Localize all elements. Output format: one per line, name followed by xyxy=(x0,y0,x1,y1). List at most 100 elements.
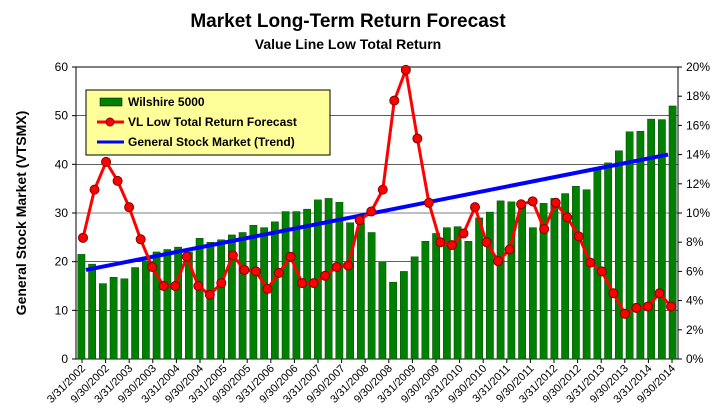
bar xyxy=(174,246,182,360)
bar xyxy=(550,198,559,360)
bar xyxy=(464,241,473,360)
forecast-point xyxy=(193,281,204,291)
forecast-point xyxy=(400,64,411,75)
bar xyxy=(271,221,279,360)
bar xyxy=(142,260,150,360)
bar xyxy=(195,238,204,360)
legend-label-forecast: VL Low Total Return Forecast xyxy=(128,115,297,129)
legend-box xyxy=(85,89,331,156)
forecast-point xyxy=(227,250,238,261)
bar xyxy=(529,227,537,360)
forecast-point xyxy=(435,237,446,248)
legend-swatch-forecast-marker xyxy=(105,117,115,127)
bar xyxy=(120,278,129,360)
bar xyxy=(281,211,290,360)
y-left-tick-label: 30 xyxy=(55,206,69,220)
forecast-point xyxy=(619,308,630,319)
forecast-point xyxy=(608,288,619,299)
bar xyxy=(615,150,623,360)
forecast-point xyxy=(147,262,158,273)
bar xyxy=(77,254,86,360)
forecast-point xyxy=(297,278,308,289)
bar xyxy=(561,193,569,360)
bar xyxy=(357,222,365,360)
y-right-tick-label: 0% xyxy=(686,352,704,366)
bar xyxy=(400,271,408,360)
chart-subtitle: Value Line Low Total Return xyxy=(255,36,441,52)
y-left-tick-label: 60 xyxy=(55,60,69,74)
bar xyxy=(658,119,666,360)
bar xyxy=(346,222,354,360)
forecast-point xyxy=(631,302,642,313)
forecast-line xyxy=(81,68,673,316)
forecast-point xyxy=(504,244,515,255)
bar xyxy=(378,261,387,360)
bar xyxy=(131,267,139,360)
bar xyxy=(163,249,172,360)
bar xyxy=(389,281,397,360)
bar xyxy=(625,131,634,360)
forecast-point xyxy=(204,289,215,300)
legend: Wilshire 5000 VL Low Total Return Foreca… xyxy=(85,89,331,156)
bar xyxy=(507,201,516,360)
y-right-tick-label: 4% xyxy=(686,294,704,308)
y-left-tick-label: 40 xyxy=(55,157,69,171)
forecast-point xyxy=(516,199,527,210)
y-right-tick-label: 6% xyxy=(686,264,704,278)
forecast-point xyxy=(354,215,365,226)
bar xyxy=(185,251,193,360)
y-right-tick-label: 14% xyxy=(686,148,710,162)
legend-label-trend: General Stock Market (Trend) xyxy=(128,135,295,149)
forecast-point xyxy=(216,278,227,289)
bar xyxy=(453,226,462,360)
forecast-point xyxy=(585,257,596,268)
forecast-point xyxy=(527,196,538,207)
forecast-point xyxy=(596,266,607,277)
bar xyxy=(109,277,118,360)
forecast-point xyxy=(250,266,261,277)
forecast-point xyxy=(170,281,181,291)
bar xyxy=(539,203,548,360)
bar xyxy=(410,256,419,360)
forecast-point xyxy=(446,240,457,251)
forecast-point xyxy=(343,260,354,271)
forecast-point xyxy=(135,234,146,245)
forecast-point xyxy=(112,175,123,186)
y-left-tick-label: 10 xyxy=(55,303,69,317)
forecast-point xyxy=(366,206,377,217)
forecast-point xyxy=(101,156,112,167)
forecast-point xyxy=(377,184,388,195)
forecast-point xyxy=(562,212,573,223)
bar xyxy=(443,227,451,360)
bar xyxy=(238,232,247,360)
forecast-point xyxy=(331,262,342,273)
bar xyxy=(335,202,344,360)
bar xyxy=(475,217,483,360)
forecast-point xyxy=(158,281,169,291)
forecast-point xyxy=(470,202,480,213)
forecast-point xyxy=(539,224,550,235)
bar xyxy=(99,283,107,360)
bar xyxy=(152,251,161,360)
y-left-tick-label: 50 xyxy=(55,109,69,123)
y-right-tick-label: 10% xyxy=(686,206,710,220)
bar xyxy=(421,241,430,360)
forecast-point xyxy=(308,278,319,289)
forecast-point xyxy=(89,184,100,195)
bar xyxy=(582,189,591,360)
forecast-point xyxy=(654,288,665,299)
forecast-point xyxy=(550,197,561,208)
bar xyxy=(636,131,645,360)
y-right-tick-label: 2% xyxy=(686,323,704,337)
bar xyxy=(367,232,376,360)
forecast-point xyxy=(239,264,250,275)
forecast-point xyxy=(642,301,653,312)
chart-title: Market Long-Term Return Forecast xyxy=(190,11,506,32)
bar xyxy=(647,118,655,360)
bar xyxy=(668,105,677,360)
forecast-point xyxy=(481,237,492,248)
y-left-tick-label: 20 xyxy=(55,255,69,269)
bar xyxy=(518,202,526,360)
y-right-tick-label: 16% xyxy=(686,118,710,132)
y-right-tick-label: 8% xyxy=(686,235,704,249)
